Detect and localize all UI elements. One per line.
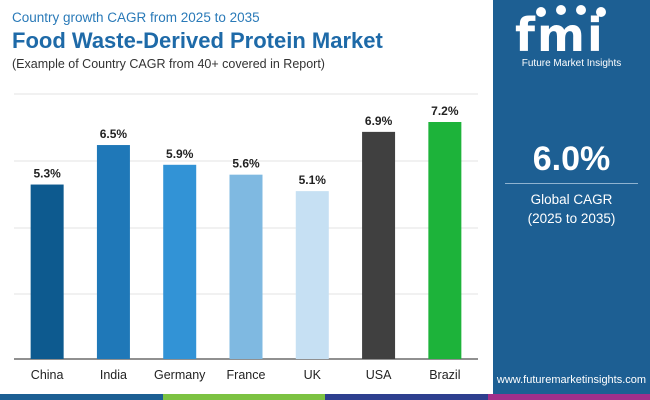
x-tick-label-brazil: Brazil bbox=[429, 368, 460, 382]
x-tick-label-germany: Germany bbox=[154, 368, 206, 382]
data-label-uk: 5.1% bbox=[299, 173, 327, 187]
chart-subtitle: Country growth CAGR from 2025 to 2035 bbox=[12, 10, 260, 25]
website-url[interactable]: www.futuremarketinsights.com bbox=[496, 374, 647, 386]
bar-uk bbox=[295, 191, 329, 359]
fmi-logo: fmi Future Market Insights bbox=[493, 0, 650, 80]
bar-india bbox=[96, 145, 130, 359]
global-cagr-label: Global CAGR (2025 to 2035) bbox=[493, 190, 650, 228]
x-tick-label-france: France bbox=[227, 368, 266, 382]
data-label-germany: 5.9% bbox=[166, 147, 194, 161]
bar-usa bbox=[362, 131, 396, 359]
chart-title: Food Waste-Derived Protein Market bbox=[12, 28, 383, 53]
bar-germany bbox=[163, 164, 197, 359]
data-label-usa: 6.9% bbox=[365, 114, 393, 128]
logo-letters: fmi bbox=[515, 8, 605, 62]
data-label-france: 5.6% bbox=[232, 157, 260, 171]
bar-france bbox=[229, 174, 263, 359]
data-label-india: 6.5% bbox=[100, 127, 128, 141]
x-tick-label-uk: UK bbox=[304, 368, 322, 382]
cagr-divider bbox=[505, 183, 638, 184]
bar-china bbox=[30, 184, 64, 359]
footer-color-bar bbox=[0, 394, 650, 400]
footer-segment-1 bbox=[162, 394, 325, 400]
x-tick-label-india: India bbox=[100, 368, 127, 382]
footer-segment-2 bbox=[325, 394, 488, 400]
chart-note: (Example of Country CAGR from 40+ covere… bbox=[12, 57, 325, 71]
x-tick-label-china: China bbox=[31, 368, 64, 382]
data-label-brazil: 7.2% bbox=[431, 104, 459, 118]
logo-icons bbox=[536, 5, 606, 17]
footer-segment-0 bbox=[0, 394, 163, 400]
cagr-label-line2: (2025 to 2035) bbox=[527, 211, 616, 226]
bar-brazil bbox=[428, 122, 462, 359]
bar-chart: 5.3% China 6.5% India 5.9% Germany 5.6% France 5… bbox=[14, 93, 478, 382]
chart-header: Country growth CAGR from 2025 to 2035 Fo… bbox=[12, 6, 492, 73]
cagr-label-line1: Global CAGR bbox=[530, 192, 613, 207]
global-cagr-value: 6.0% bbox=[532, 140, 611, 178]
logo-text: Future Market Insights bbox=[521, 58, 622, 69]
footer-segment-3 bbox=[487, 394, 650, 400]
data-label-china: 5.3% bbox=[33, 167, 61, 181]
x-tick-label-usa: USA bbox=[366, 368, 392, 382]
side-panel: fmi Future Market Insights 6.0% Global C… bbox=[493, 0, 650, 400]
